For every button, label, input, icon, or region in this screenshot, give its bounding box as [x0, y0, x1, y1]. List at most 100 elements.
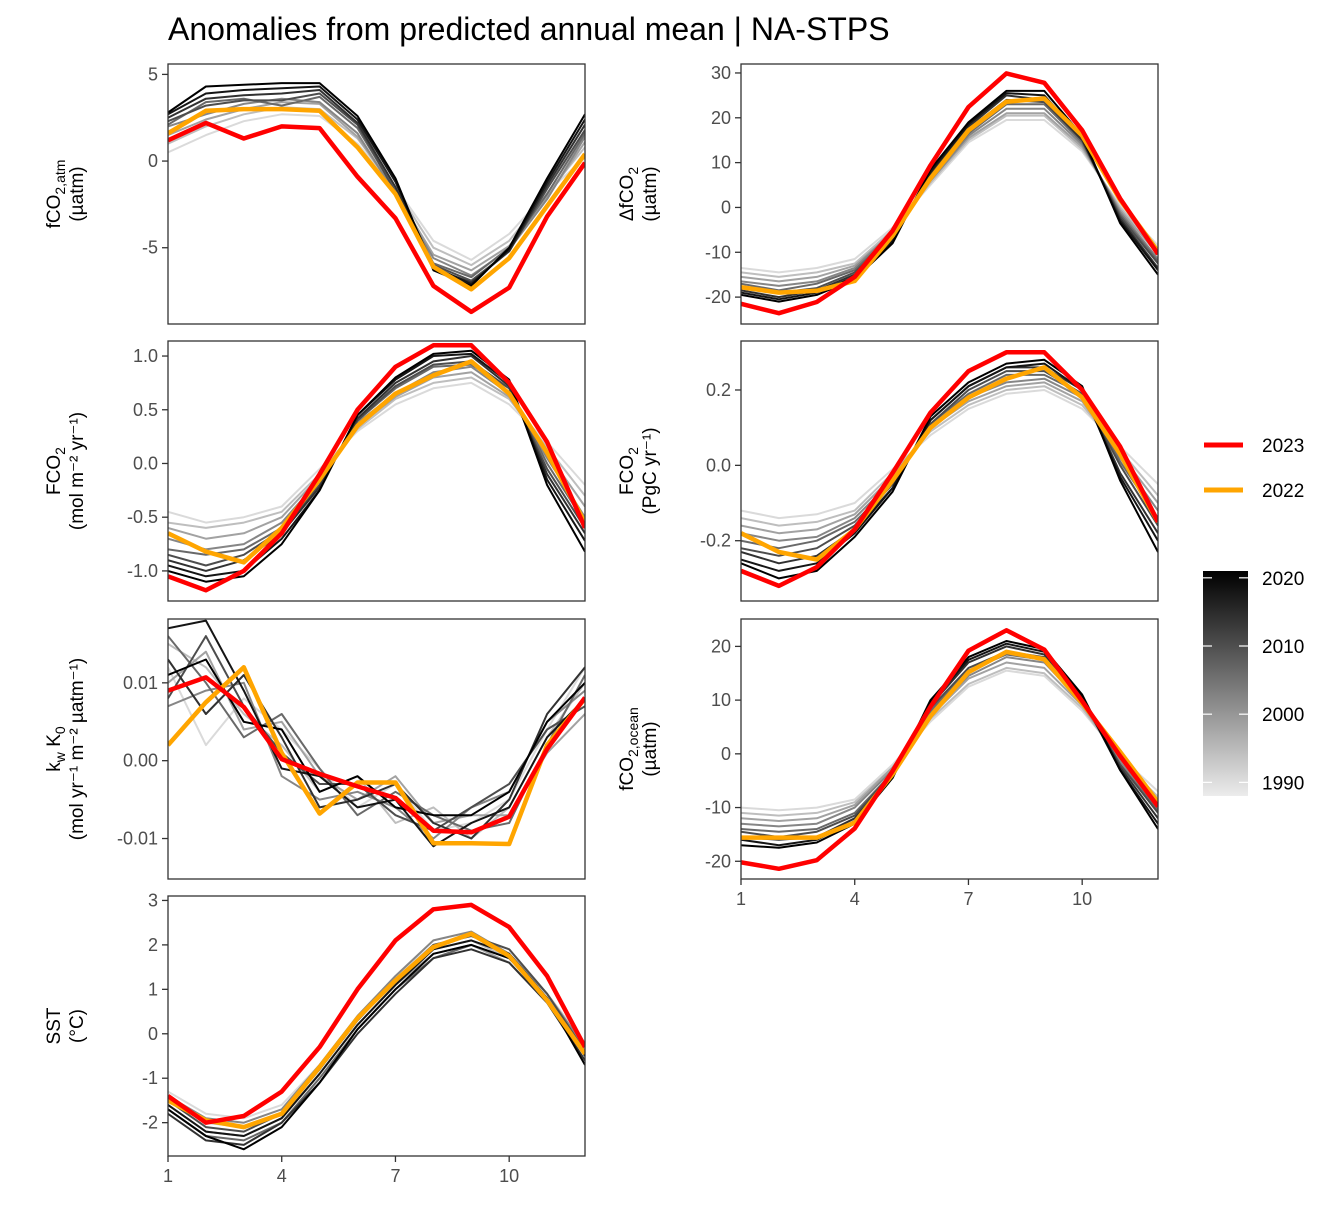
historical-line-2018 — [168, 619, 585, 848]
y-tick-label: 20 — [711, 108, 731, 128]
historical-line-2018 — [741, 642, 1158, 847]
y-axis-label: fCO2,ocean(µatm) — [617, 707, 661, 791]
panels: 50-5fCO2,atm(µatm)3020100-10-20ΔfCO2(µat… — [44, 63, 1159, 1186]
historical-line-2014 — [741, 94, 1158, 299]
series-line-2023 — [741, 350, 1158, 589]
historical-line-2021 — [168, 349, 585, 583]
historical-lines — [741, 89, 1158, 303]
colorbar-label-2010: 2010 — [1262, 637, 1304, 658]
y-tick-label: 1.0 — [133, 346, 158, 366]
historical-lines — [168, 82, 585, 287]
historical-line-1998 — [168, 101, 585, 272]
y-tick-label: -0.2 — [700, 531, 731, 551]
y-tick-label: 10 — [711, 690, 731, 710]
historical-line-2002 — [168, 365, 585, 551]
x-tick-label: 4 — [277, 1166, 287, 1186]
series-line-2022 — [741, 96, 1158, 295]
x-tick-label: 4 — [850, 889, 860, 909]
historical-line-1990 — [741, 669, 1158, 812]
historical-line-1998 — [741, 381, 1158, 535]
x-tick-label: 7 — [963, 889, 973, 909]
y-tick-label: 0 — [721, 744, 731, 764]
panel-fco2ocean: 20 10 0 -10 -201 4 7 10 fCO2,ocean(µatm) — [617, 618, 1159, 909]
historical-line-2010 — [168, 92, 585, 282]
y-tick-label: -5 — [142, 238, 158, 258]
historical-line-2010 — [741, 98, 1158, 294]
y-tick-label: -20 — [705, 851, 731, 871]
historical-line-1994 — [741, 666, 1158, 817]
historical-line-1990 — [168, 381, 585, 524]
series-line-2023 — [168, 675, 585, 835]
y-axis-label: fCO2,atm(µatm) — [44, 160, 88, 229]
panel-fco2flux: 1.0 0.5 0.0 -0.5 -1.0 FCO2(mol m⁻² yr⁻¹) — [44, 340, 586, 602]
panel-fco2pgc: 0.2 0.0 -0.2 FCO2(PgC yr⁻¹) — [617, 340, 1159, 602]
panel-border — [740, 340, 1159, 602]
series-line-2022 — [741, 365, 1158, 562]
historical-line-2010 — [168, 635, 585, 832]
x-tick-label: 10 — [499, 1166, 519, 1186]
y-axis-label: FCO2(mol m⁻² yr⁻¹) — [44, 412, 88, 530]
y-axis-label: ΔfCO2(µatm) — [617, 166, 661, 221]
panel-border — [167, 895, 586, 1157]
historical-line-2018 — [168, 85, 585, 286]
colorbar-label-2000: 2000 — [1262, 705, 1304, 726]
y-tick-label: -1.0 — [127, 561, 158, 581]
y-tick-label: 0.0 — [706, 455, 731, 475]
figure-title: Anomalies from predicted annual mean | N… — [168, 11, 890, 47]
panel-fco2atm: 5 0 -5 fCO2,atm(µatm) — [44, 63, 586, 325]
legend: 2023 2022 2020 2010 2000 1990 — [1203, 436, 1304, 796]
y-tick-label: 0.00 — [123, 751, 158, 771]
y-tick-label: 1 — [148, 979, 158, 999]
y-tick-label: 10 — [711, 153, 731, 173]
series-line-2022 — [168, 665, 585, 847]
historical-line-2021 — [168, 82, 585, 287]
historical-line-1994 — [741, 385, 1158, 527]
y-tick-label: 0.2 — [706, 380, 731, 400]
y-tick-label: -1 — [142, 1068, 158, 1088]
series-line-2022 — [168, 931, 585, 1130]
historical-line-2002 — [168, 930, 585, 1124]
y-tick-label: 20 — [711, 636, 731, 656]
y-tick-label: -10 — [705, 798, 731, 818]
historical-line-1990 — [741, 389, 1158, 520]
series-line-2023 — [741, 628, 1158, 872]
legend-label-2022: 2022 — [1262, 481, 1304, 502]
y-axis-label: FCO2(PgC yr⁻¹) — [617, 427, 661, 514]
y-axis-label: SST (°C) — [44, 1007, 88, 1044]
x-tick-label: 7 — [390, 1166, 400, 1186]
historical-line-2018 — [741, 92, 1158, 301]
panel-dfco2: 30 20 10 0 -10 -20 ΔfCO2(µatm) — [617, 63, 1159, 325]
historical-lines — [741, 640, 1158, 849]
year-colorbar — [1203, 571, 1248, 796]
y-tick-label: -2 — [142, 1113, 158, 1133]
historical-line-1990 — [741, 119, 1158, 274]
historical-line-2014 — [741, 366, 1158, 565]
series-line-2023 — [168, 343, 585, 593]
y-tick-label: 0.01 — [123, 673, 158, 693]
panel-border — [167, 340, 586, 602]
panel-kwk0: 0.01 0.00 -0.01 kw K0(mol yr⁻¹ m⁻² µatm⁻¹) — [44, 618, 586, 880]
series-line-2023 — [168, 902, 585, 1125]
x-tick-label: 1 — [736, 889, 746, 909]
y-tick-label: -20 — [705, 287, 731, 307]
y-axis-label: kw K0(mol yr⁻¹ m⁻² µatm⁻¹) — [44, 658, 88, 840]
panel-border — [740, 618, 1159, 880]
legend-label-2023: 2023 — [1262, 436, 1304, 457]
series-line-2023 — [168, 120, 585, 315]
y-tick-label: 0 — [148, 151, 158, 171]
y-tick-label: 2 — [148, 935, 158, 955]
panel-border — [167, 63, 586, 325]
panel-border — [740, 63, 1159, 325]
historical-line-2021 — [741, 640, 1158, 849]
series-line-2022 — [168, 106, 585, 292]
y-tick-label: 5 — [148, 64, 158, 84]
series-line-2023 — [741, 71, 1158, 316]
x-tick-label: 10 — [1072, 889, 1092, 909]
y-tick-label: 0 — [148, 1024, 158, 1044]
y-tick-label: 0.5 — [133, 400, 158, 420]
panel-border — [167, 618, 586, 880]
y-tick-label: 3 — [148, 890, 158, 910]
historical-line-2006 — [168, 363, 585, 556]
y-tick-label: -0.5 — [127, 507, 158, 527]
